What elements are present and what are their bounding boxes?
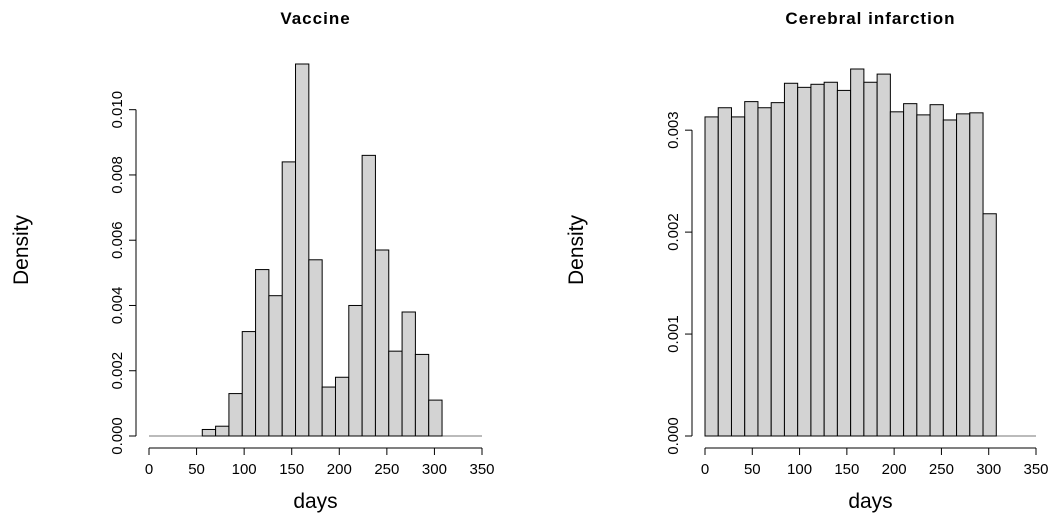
bar [268, 295, 283, 437]
bar [295, 63, 310, 437]
y-tick-label: 0.001 [665, 315, 682, 353]
bar [717, 107, 732, 437]
x-tick-label: 150 [279, 461, 304, 478]
x-tick-label: 250 [374, 461, 399, 478]
y-axis-label: Density [10, 214, 33, 285]
bar [334, 376, 350, 437]
y-tick-label: 0.004 [109, 287, 126, 325]
y-tick-label: 0.002 [109, 352, 126, 390]
bar [969, 112, 984, 437]
y-tick-label: 0.008 [109, 156, 126, 194]
bar [850, 68, 865, 437]
bar [956, 113, 971, 437]
y-tick-label: 0.010 [109, 91, 126, 129]
y-tick-label: 0.006 [109, 221, 126, 259]
bar [348, 304, 363, 437]
bar [863, 81, 878, 437]
x-tick-label: 50 [188, 461, 205, 478]
bar [308, 259, 323, 437]
bar [982, 213, 997, 437]
x-tick-label: 200 [327, 461, 352, 478]
y-tick-label: 0.002 [665, 213, 682, 251]
bar [414, 353, 430, 437]
x-tick-label: 0 [145, 461, 153, 478]
x-tick-label: 350 [469, 461, 494, 478]
x-axis-label: days [848, 490, 892, 513]
chart-title: Vaccine [280, 9, 350, 28]
bar [228, 393, 243, 437]
bar [810, 83, 825, 437]
bar [823, 81, 838, 437]
bar [215, 425, 230, 437]
bar [201, 428, 217, 437]
bar [321, 386, 336, 437]
x-tick-label: 100 [232, 461, 257, 478]
bar [281, 161, 297, 437]
bar [361, 154, 376, 437]
y-axis-label: Density [565, 214, 588, 285]
bar [903, 103, 918, 437]
bar [783, 82, 799, 437]
bar [730, 116, 746, 437]
bar [797, 86, 812, 437]
bar [876, 73, 891, 437]
bar [744, 101, 759, 437]
bar [255, 269, 270, 437]
y-tick-label: 0.003 [665, 111, 682, 149]
x-tick-label: 150 [834, 461, 859, 478]
bar [401, 311, 416, 437]
bar [836, 89, 852, 437]
x-tick-label: 300 [422, 461, 447, 478]
x-tick-label: 350 [1023, 461, 1048, 478]
y-tick-label: 0.000 [109, 417, 126, 455]
bar [757, 107, 772, 437]
y-tick-label: 0.000 [665, 417, 682, 455]
bar [942, 119, 958, 437]
bar [770, 102, 785, 437]
x-tick-label: 50 [744, 461, 761, 478]
bar [241, 331, 257, 437]
bar [889, 111, 905, 437]
chart-title: Cerebral infarction [785, 9, 955, 28]
x-tick-label: 300 [976, 461, 1001, 478]
bar [929, 104, 944, 437]
bar [704, 116, 719, 437]
x-tick-label: 0 [701, 461, 709, 478]
x-tick-label: 250 [929, 461, 954, 478]
bar [916, 114, 931, 437]
x-tick-label: 100 [787, 461, 812, 478]
bar [428, 399, 443, 437]
bar [388, 350, 403, 437]
bar [374, 249, 390, 437]
x-axis-label: days [293, 490, 337, 513]
x-tick-label: 200 [882, 461, 907, 478]
